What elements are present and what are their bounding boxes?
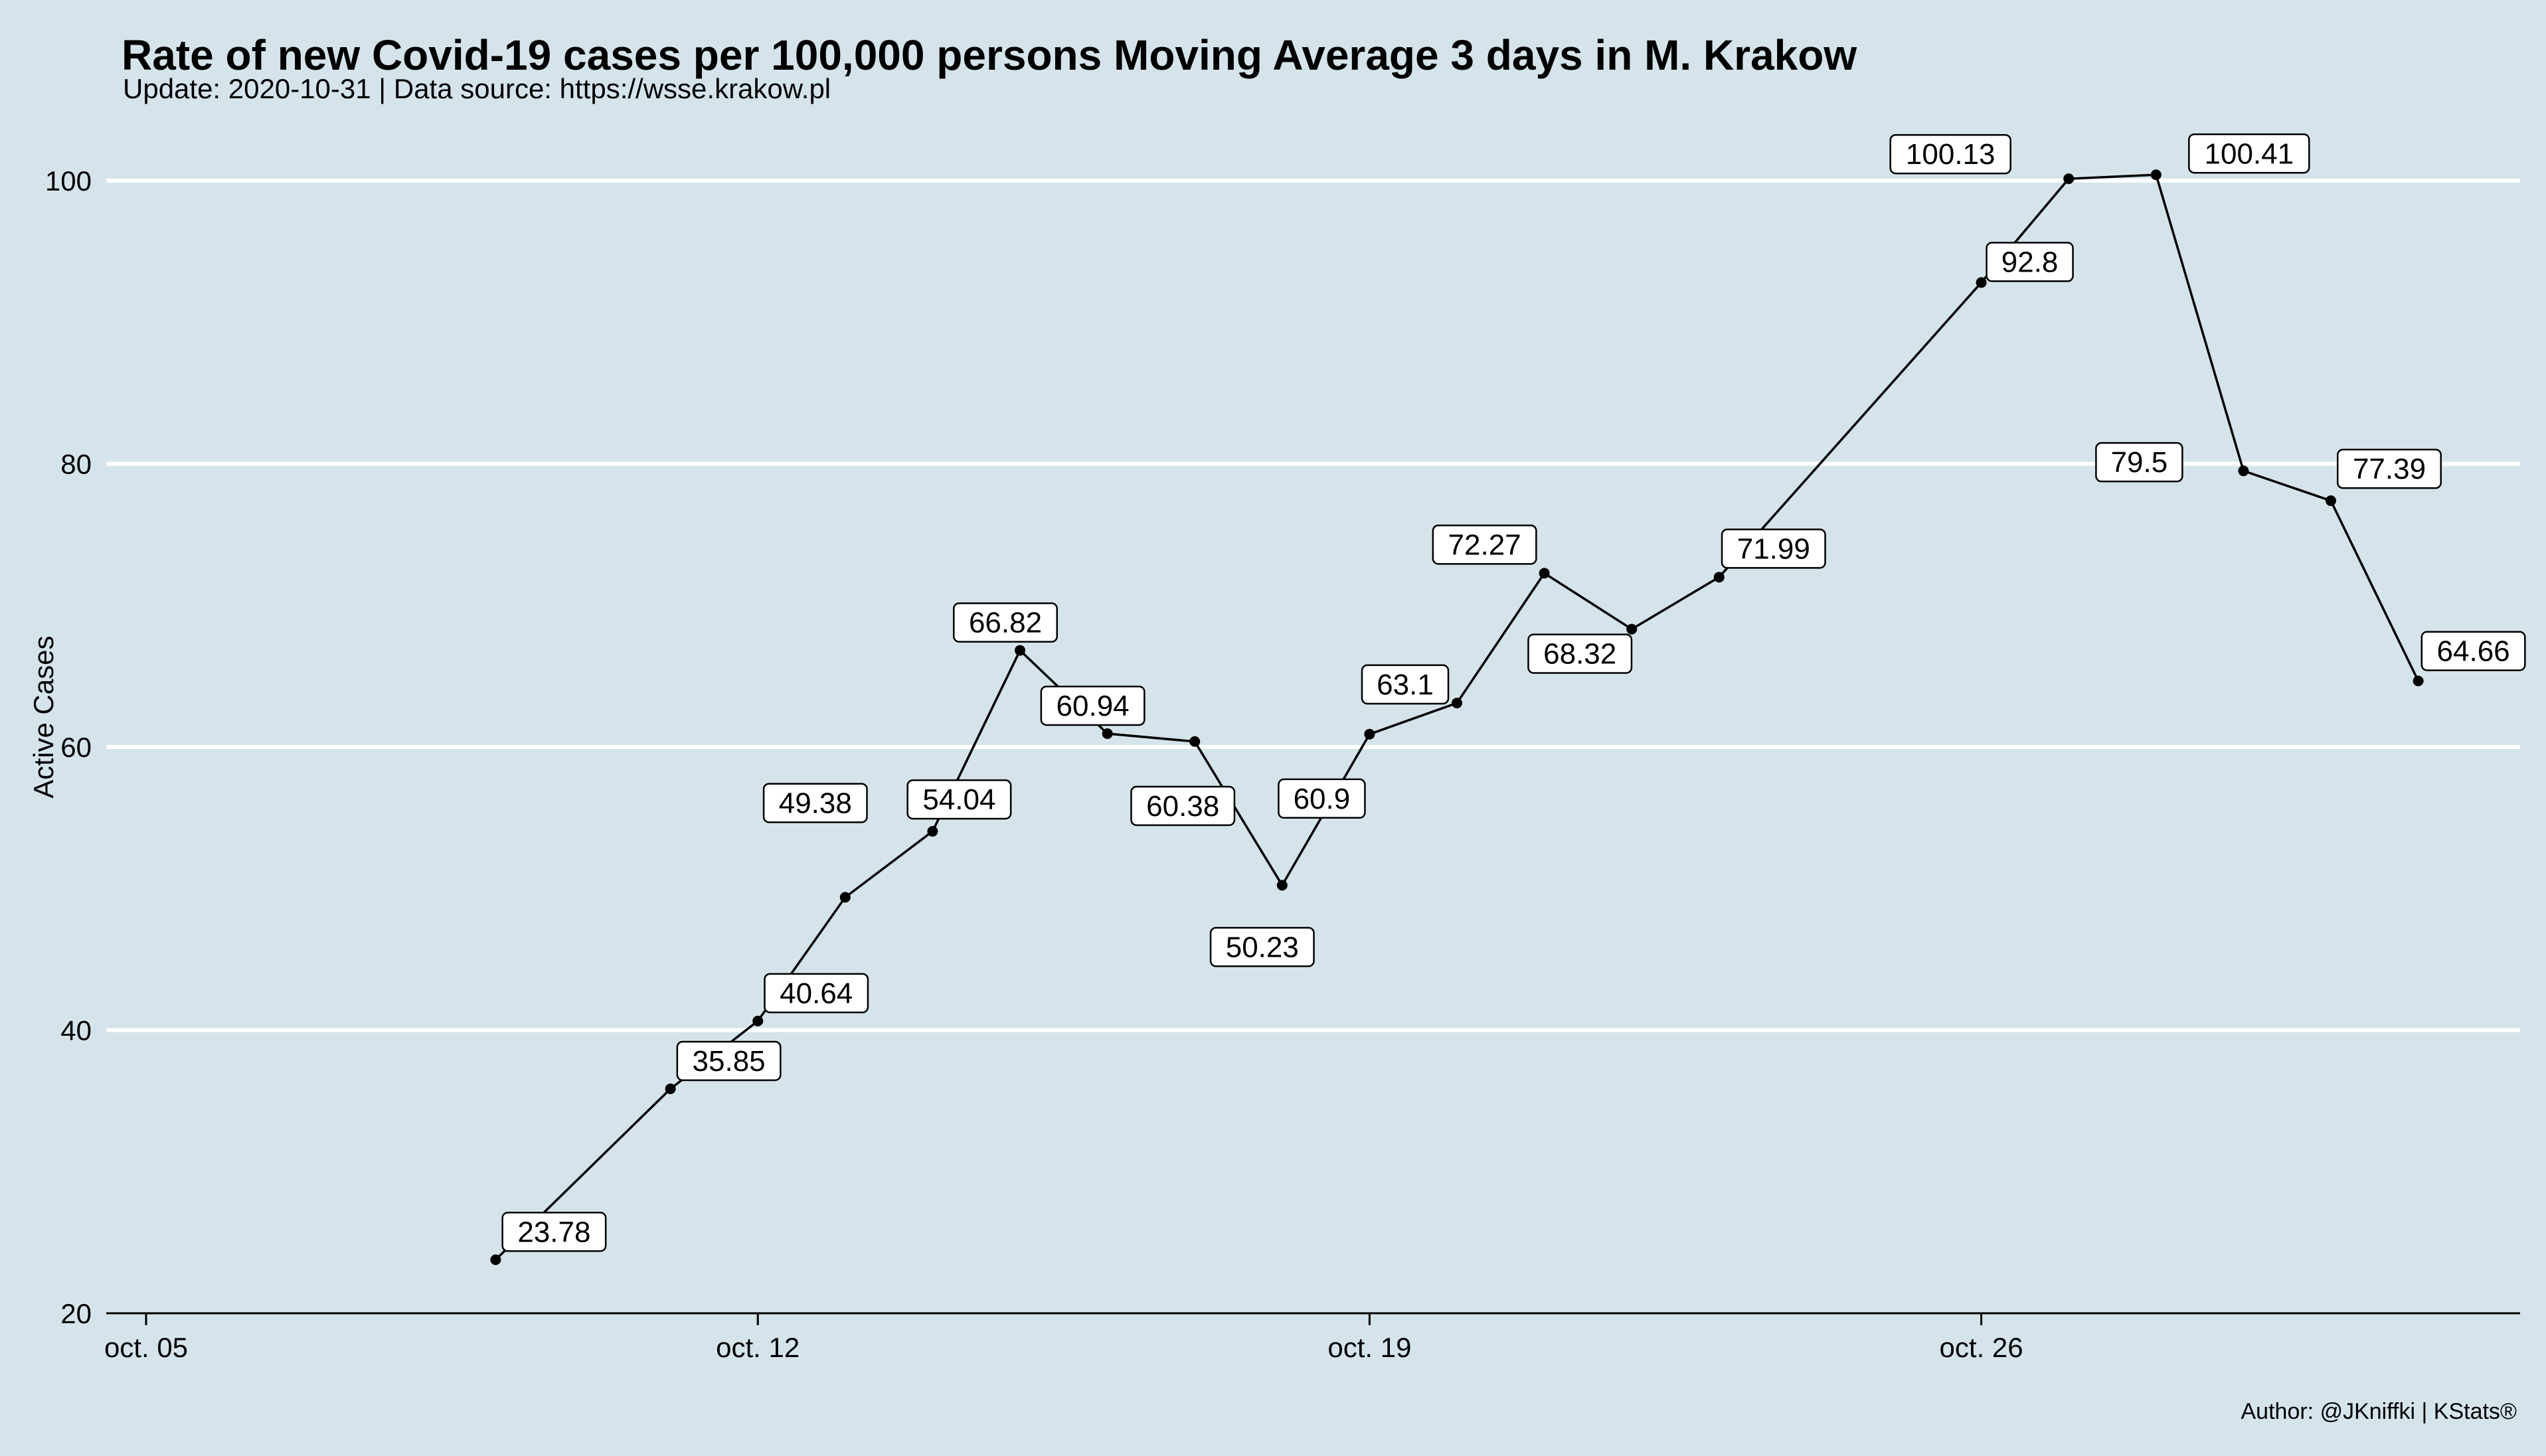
- data-label-box-3: [762, 783, 868, 823]
- data-label-3: 49.38: [779, 787, 852, 819]
- data-label-2: 40.64: [780, 977, 853, 1010]
- data-label-10: 63.1: [1377, 669, 1434, 701]
- data-label-box-17: [2095, 442, 2183, 483]
- data-point-1: [665, 1083, 676, 1094]
- axes: 20 40 60 80 100 oct. 05 oct. 12 oct. 19 oct. 26: [45, 165, 2520, 1363]
- data-label-box-13: [1721, 528, 1826, 569]
- y-tick-label-4: 100: [45, 165, 92, 197]
- series-polyline: [495, 173, 2420, 1261]
- data-point-5: [1015, 645, 1025, 656]
- data-label-7: 60.38: [1146, 790, 1219, 823]
- data-label-14: 92.8: [2001, 246, 2059, 279]
- gridlines: [106, 179, 2520, 1032]
- y-tick-label-3: 80: [60, 449, 92, 480]
- data-label-15: 100.13: [1906, 138, 1995, 171]
- data-label-0: 23.78: [517, 1216, 590, 1248]
- data-point-6: [1102, 728, 1113, 739]
- data-point-7: [1189, 736, 1201, 747]
- data-point-13: [1713, 572, 1725, 583]
- data-point-18: [2326, 495, 2336, 507]
- data-label-12: 68.32: [1543, 638, 1616, 671]
- data-label-16: 100.41: [2205, 137, 2294, 170]
- chart-title: Rate of new Covid-19 cases per 100,000 p…: [122, 31, 1857, 79]
- x-tick-label-2: oct. 19: [1327, 1332, 1411, 1363]
- data-point-3: [839, 892, 851, 903]
- data-label-8: 50.23: [1226, 931, 1299, 963]
- data-label-1: 35.85: [693, 1045, 766, 1078]
- data-label-box-9: [1278, 778, 1366, 819]
- data-label-19: 64.66: [2437, 635, 2510, 668]
- data-point-19: [2413, 675, 2424, 687]
- data-label-box-18: [2337, 448, 2442, 489]
- data-labels: 23.78 35.85 40.64 49.38 54.04 66.82 60.94 60.38…: [501, 133, 2526, 1252]
- data-label-box-5: [953, 602, 1058, 643]
- data-point-14: [1976, 277, 1987, 288]
- data-label-box-8: [1209, 927, 1315, 967]
- data-point-17: [2238, 465, 2249, 477]
- y-tick-label-1: 40: [60, 1015, 92, 1046]
- y-tick-label-2: 60: [60, 732, 92, 763]
- chart-caption: Author: @JKniffki | KStats®: [2241, 1399, 2517, 1424]
- data-label-5: 66.82: [969, 607, 1042, 639]
- data-point-4: [927, 826, 938, 837]
- data-point-9: [1364, 728, 1375, 740]
- data-point-16: [2150, 169, 2162, 181]
- data-point-2: [752, 1015, 764, 1026]
- data-label-13: 71.99: [1737, 532, 1810, 565]
- data-label-box-12: [1527, 633, 1633, 674]
- data-label-4: 54.04: [922, 783, 995, 816]
- data-label-box-19: [2420, 631, 2526, 671]
- x-tick-label-1: oct. 12: [716, 1332, 800, 1363]
- data-label-9: 60.9: [1294, 783, 1351, 815]
- data-label-box-2: [764, 973, 869, 1014]
- data-point-12: [1626, 623, 1638, 635]
- chart-subtitle: Update: 2020-10-31 | Data source: https:…: [123, 73, 831, 104]
- data-label-box-10: [1361, 664, 1450, 705]
- x-tick-label-0: oct. 05: [104, 1332, 188, 1363]
- data-point-15: [2063, 173, 2075, 185]
- data-label-box-16: [2188, 133, 2310, 174]
- series-line: [495, 173, 2420, 1261]
- data-label-11: 72.27: [1448, 528, 1521, 561]
- data-label-17: 79.5: [2111, 446, 2168, 479]
- data-point-0: [490, 1254, 501, 1265]
- x-tick-label-3: oct. 26: [1940, 1332, 2023, 1363]
- data-label-box-15: [1889, 133, 2011, 175]
- y-axis-label: Active Cases: [28, 635, 59, 798]
- data-label-6: 60.94: [1057, 690, 1130, 722]
- series-points: [490, 169, 2424, 1265]
- data-point-11: [1539, 568, 1550, 579]
- data-label-box-1: [676, 1040, 782, 1082]
- y-tick-label-0: 20: [60, 1298, 92, 1329]
- data-label-box-6: [1040, 685, 1146, 726]
- data-label-18: 77.39: [2353, 453, 2426, 485]
- data-point-10: [1452, 697, 1462, 708]
- data-label-box-4: [906, 779, 1012, 820]
- data-label-box-11: [1432, 525, 1537, 565]
- data-label-box-0: [501, 1212, 607, 1252]
- data-label-box-7: [1130, 785, 1236, 827]
- data-label-box-14: [1986, 242, 2074, 282]
- data-point-8: [1276, 880, 1288, 891]
